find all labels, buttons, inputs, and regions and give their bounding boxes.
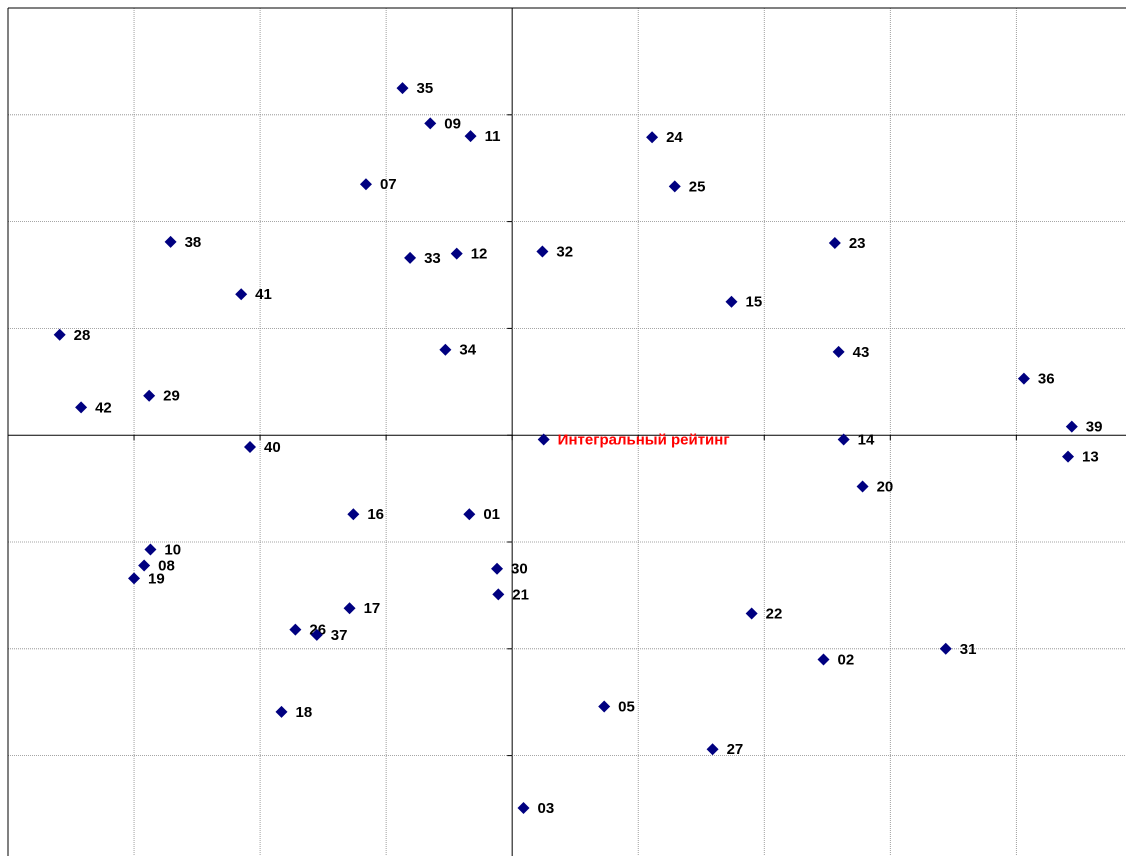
point xyxy=(463,508,476,521)
point-label: 02 xyxy=(837,651,854,668)
point-label: 42 xyxy=(95,399,112,416)
point-label: 31 xyxy=(960,641,977,658)
point-label: 07 xyxy=(380,176,397,193)
point xyxy=(439,343,452,356)
point-label: 38 xyxy=(185,234,202,251)
point xyxy=(1017,372,1030,385)
point-label: 27 xyxy=(727,741,744,758)
point-label: 20 xyxy=(877,478,894,495)
point xyxy=(832,345,845,358)
point xyxy=(164,235,177,248)
point xyxy=(1062,450,1075,463)
point xyxy=(725,295,738,308)
point-label: 23 xyxy=(849,235,866,252)
point-label: 05 xyxy=(618,698,635,715)
point-label: 25 xyxy=(689,178,706,195)
point-label: 35 xyxy=(417,80,434,97)
point-label: 37 xyxy=(331,627,348,644)
point-label: 14 xyxy=(858,431,875,448)
point-label: 40 xyxy=(264,439,281,456)
point-label: 10 xyxy=(164,541,181,558)
point-label: 43 xyxy=(853,344,870,361)
point xyxy=(646,131,659,144)
point-label: 21 xyxy=(512,586,529,603)
point-label: 30 xyxy=(511,561,528,578)
point xyxy=(143,389,156,402)
point-label: 16 xyxy=(367,506,384,523)
point xyxy=(517,801,530,814)
point xyxy=(668,180,681,193)
point xyxy=(275,705,288,718)
point-label: 22 xyxy=(766,606,783,623)
point xyxy=(424,117,437,130)
point xyxy=(1065,420,1078,433)
point-label: 13 xyxy=(1082,449,1099,466)
point xyxy=(359,178,372,191)
point-label: 09 xyxy=(444,115,461,132)
point xyxy=(75,401,88,414)
point-label: 08 xyxy=(158,557,175,574)
point-label: 11 xyxy=(485,128,501,145)
point xyxy=(347,508,360,521)
point-label: 17 xyxy=(364,600,381,617)
point xyxy=(828,236,841,249)
point-label: 12 xyxy=(471,246,488,263)
point xyxy=(128,572,141,585)
point xyxy=(939,642,952,655)
point-label: 39 xyxy=(1086,419,1103,436)
point-label: 15 xyxy=(745,294,762,311)
point xyxy=(856,480,869,493)
point-label: 28 xyxy=(74,327,91,344)
point xyxy=(598,700,611,713)
point xyxy=(492,588,505,601)
point-label: 33 xyxy=(424,250,441,267)
point xyxy=(144,543,157,556)
point xyxy=(817,653,830,666)
point-label: 01 xyxy=(483,506,500,523)
point xyxy=(450,247,463,260)
point xyxy=(537,433,550,446)
point xyxy=(310,628,323,641)
point-label: 18 xyxy=(296,704,313,721)
point xyxy=(235,288,248,301)
point-label: Интегральный рейтинг xyxy=(558,431,730,448)
point xyxy=(491,562,504,575)
point xyxy=(404,251,417,264)
point xyxy=(706,743,719,756)
point-label: 34 xyxy=(459,342,476,359)
point-label: 32 xyxy=(556,243,573,260)
point-label: 29 xyxy=(163,388,180,405)
point-label: 24 xyxy=(666,129,683,146)
point xyxy=(837,433,850,446)
point xyxy=(289,623,302,636)
point-label: 41 xyxy=(255,286,272,303)
point xyxy=(536,245,549,258)
point xyxy=(343,602,356,615)
point-label: 03 xyxy=(538,800,555,817)
point xyxy=(138,559,151,572)
point xyxy=(396,82,409,95)
point xyxy=(244,440,257,453)
point-label: 36 xyxy=(1038,371,1055,388)
point xyxy=(464,130,477,143)
point xyxy=(745,607,758,620)
point xyxy=(53,328,66,341)
point-label: 19 xyxy=(148,570,165,587)
